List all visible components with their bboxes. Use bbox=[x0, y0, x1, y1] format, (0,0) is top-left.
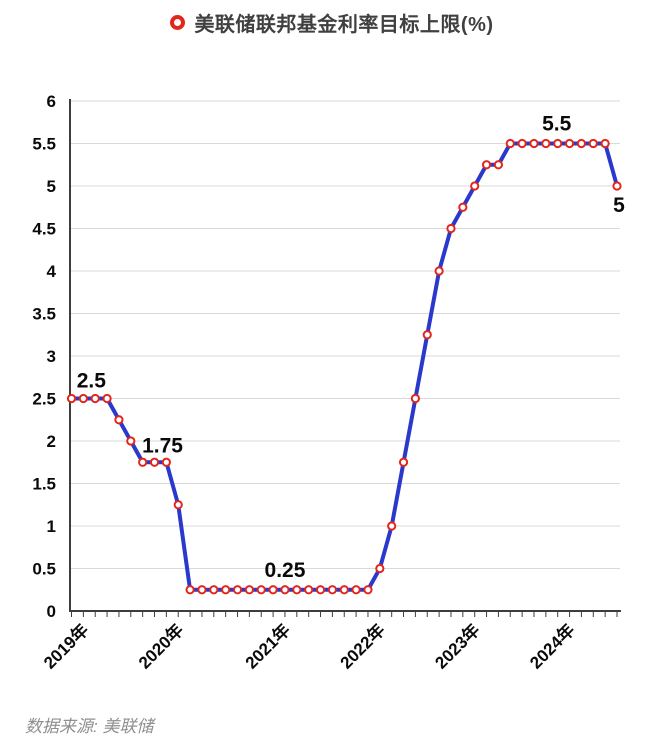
data-point-marker bbox=[458, 202, 468, 212]
data-point-marker bbox=[529, 138, 539, 149]
data-point-marker bbox=[209, 585, 219, 595]
data-annotations: 2.5 1.75 0.25 5.5 5 bbox=[77, 113, 625, 582]
y-tick-label: 2 bbox=[47, 432, 56, 451]
data-label: 2.5 bbox=[77, 370, 107, 393]
legend-marker-icon bbox=[170, 15, 186, 30]
data-point-marker bbox=[280, 585, 290, 595]
x-year-label: 2021年 bbox=[241, 620, 294, 673]
y-tick-label: 0.5 bbox=[32, 560, 56, 579]
y-tick-label: 1.5 bbox=[32, 475, 56, 494]
data-point-marker bbox=[576, 138, 587, 149]
data-point-marker bbox=[244, 585, 254, 595]
y-tick-label: 6 bbox=[47, 92, 56, 111]
data-label: 1.75 bbox=[142, 434, 183, 457]
data-point-marker bbox=[232, 585, 243, 595]
data-point-marker bbox=[149, 457, 160, 467]
data-point-marker bbox=[339, 585, 349, 595]
data-point-marker bbox=[387, 521, 397, 531]
data-point-marker bbox=[126, 436, 136, 446]
data-label: 0.25 bbox=[265, 559, 306, 582]
y-tick-label: 3.5 bbox=[32, 305, 56, 324]
y-tick-label: 2.5 bbox=[32, 390, 56, 409]
data-point-marker bbox=[138, 457, 148, 467]
data-point-marker bbox=[470, 181, 480, 191]
data-point-marker bbox=[78, 393, 88, 404]
data-point-marker bbox=[517, 138, 527, 149]
data-label: 5.5 bbox=[542, 113, 572, 136]
y-tick-label: 4 bbox=[47, 262, 57, 281]
data-point-marker bbox=[102, 393, 112, 404]
data-point-marker bbox=[304, 585, 314, 595]
data-point-marker bbox=[612, 181, 622, 191]
data-point-marker bbox=[600, 138, 610, 149]
data-point-marker bbox=[185, 585, 195, 595]
data-point-marker bbox=[422, 330, 432, 340]
x-tick-marks bbox=[71, 612, 618, 617]
data-point-marker bbox=[292, 585, 302, 595]
data-point-marker bbox=[410, 393, 421, 404]
data-point-marker bbox=[315, 585, 326, 595]
y-tick-label: 5 bbox=[47, 177, 56, 196]
y-gridlines bbox=[70, 100, 620, 569]
data-point-marker bbox=[197, 585, 207, 595]
chart-header: 美联储联邦基金利率目标上限(%) bbox=[0, 8, 664, 37]
x-year-label: 2019年 bbox=[39, 620, 92, 673]
data-point-marker bbox=[446, 223, 456, 234]
x-year-label: 2022年 bbox=[336, 620, 389, 673]
y-tick-label: 1 bbox=[47, 517, 56, 536]
axes bbox=[69, 99, 621, 612]
y-tick-label: 0 bbox=[47, 602, 56, 621]
rate-line bbox=[69, 141, 619, 592]
data-point-marker bbox=[351, 585, 361, 595]
data-point-marker bbox=[161, 457, 171, 467]
data-point-marker bbox=[173, 500, 183, 510]
data-point-marker bbox=[481, 160, 492, 170]
y-tick-label: 4.5 bbox=[32, 220, 56, 239]
data-point-marker bbox=[90, 393, 100, 404]
data-point-marker bbox=[66, 393, 77, 404]
data-point-marker bbox=[505, 138, 515, 149]
data-point-marker bbox=[541, 138, 551, 149]
x-year-label: 2023年 bbox=[431, 620, 484, 673]
data-point-marker bbox=[268, 585, 278, 595]
x-year-labels: 2019年 2020年 2021年 2022年 2023年 2024年 bbox=[39, 620, 578, 673]
x-year-label: 2020年 bbox=[134, 620, 187, 673]
y-tick-label: 5.5 bbox=[32, 135, 56, 154]
data-point-marker bbox=[375, 563, 385, 574]
data-point-marker bbox=[221, 585, 231, 595]
data-point-marker bbox=[256, 585, 266, 595]
rate-line-series bbox=[69, 141, 619, 592]
data-point-marker bbox=[434, 266, 444, 276]
data-point-marker bbox=[564, 138, 575, 149]
data-point-markers bbox=[66, 138, 622, 595]
y-tick-labels: 0 0.5 1 1.5 2 2.5 3 3.5 4 4.5 5 5.5 6 bbox=[32, 92, 56, 621]
data-point-marker bbox=[363, 585, 373, 595]
x-year-label: 2024年 bbox=[526, 620, 579, 673]
data-point-marker bbox=[114, 415, 124, 425]
data-label: 5 bbox=[613, 194, 625, 217]
data-point-marker bbox=[398, 457, 409, 467]
data-point-marker bbox=[553, 138, 563, 149]
source-text: 数据来源: 美联储 bbox=[25, 717, 154, 736]
data-point-marker bbox=[327, 585, 337, 595]
chart-title: 美联储联邦基金利率目标上限(%) bbox=[194, 14, 494, 36]
data-point-marker bbox=[588, 138, 598, 149]
y-tick-label: 3 bbox=[47, 347, 56, 366]
data-point-marker bbox=[493, 160, 504, 170]
